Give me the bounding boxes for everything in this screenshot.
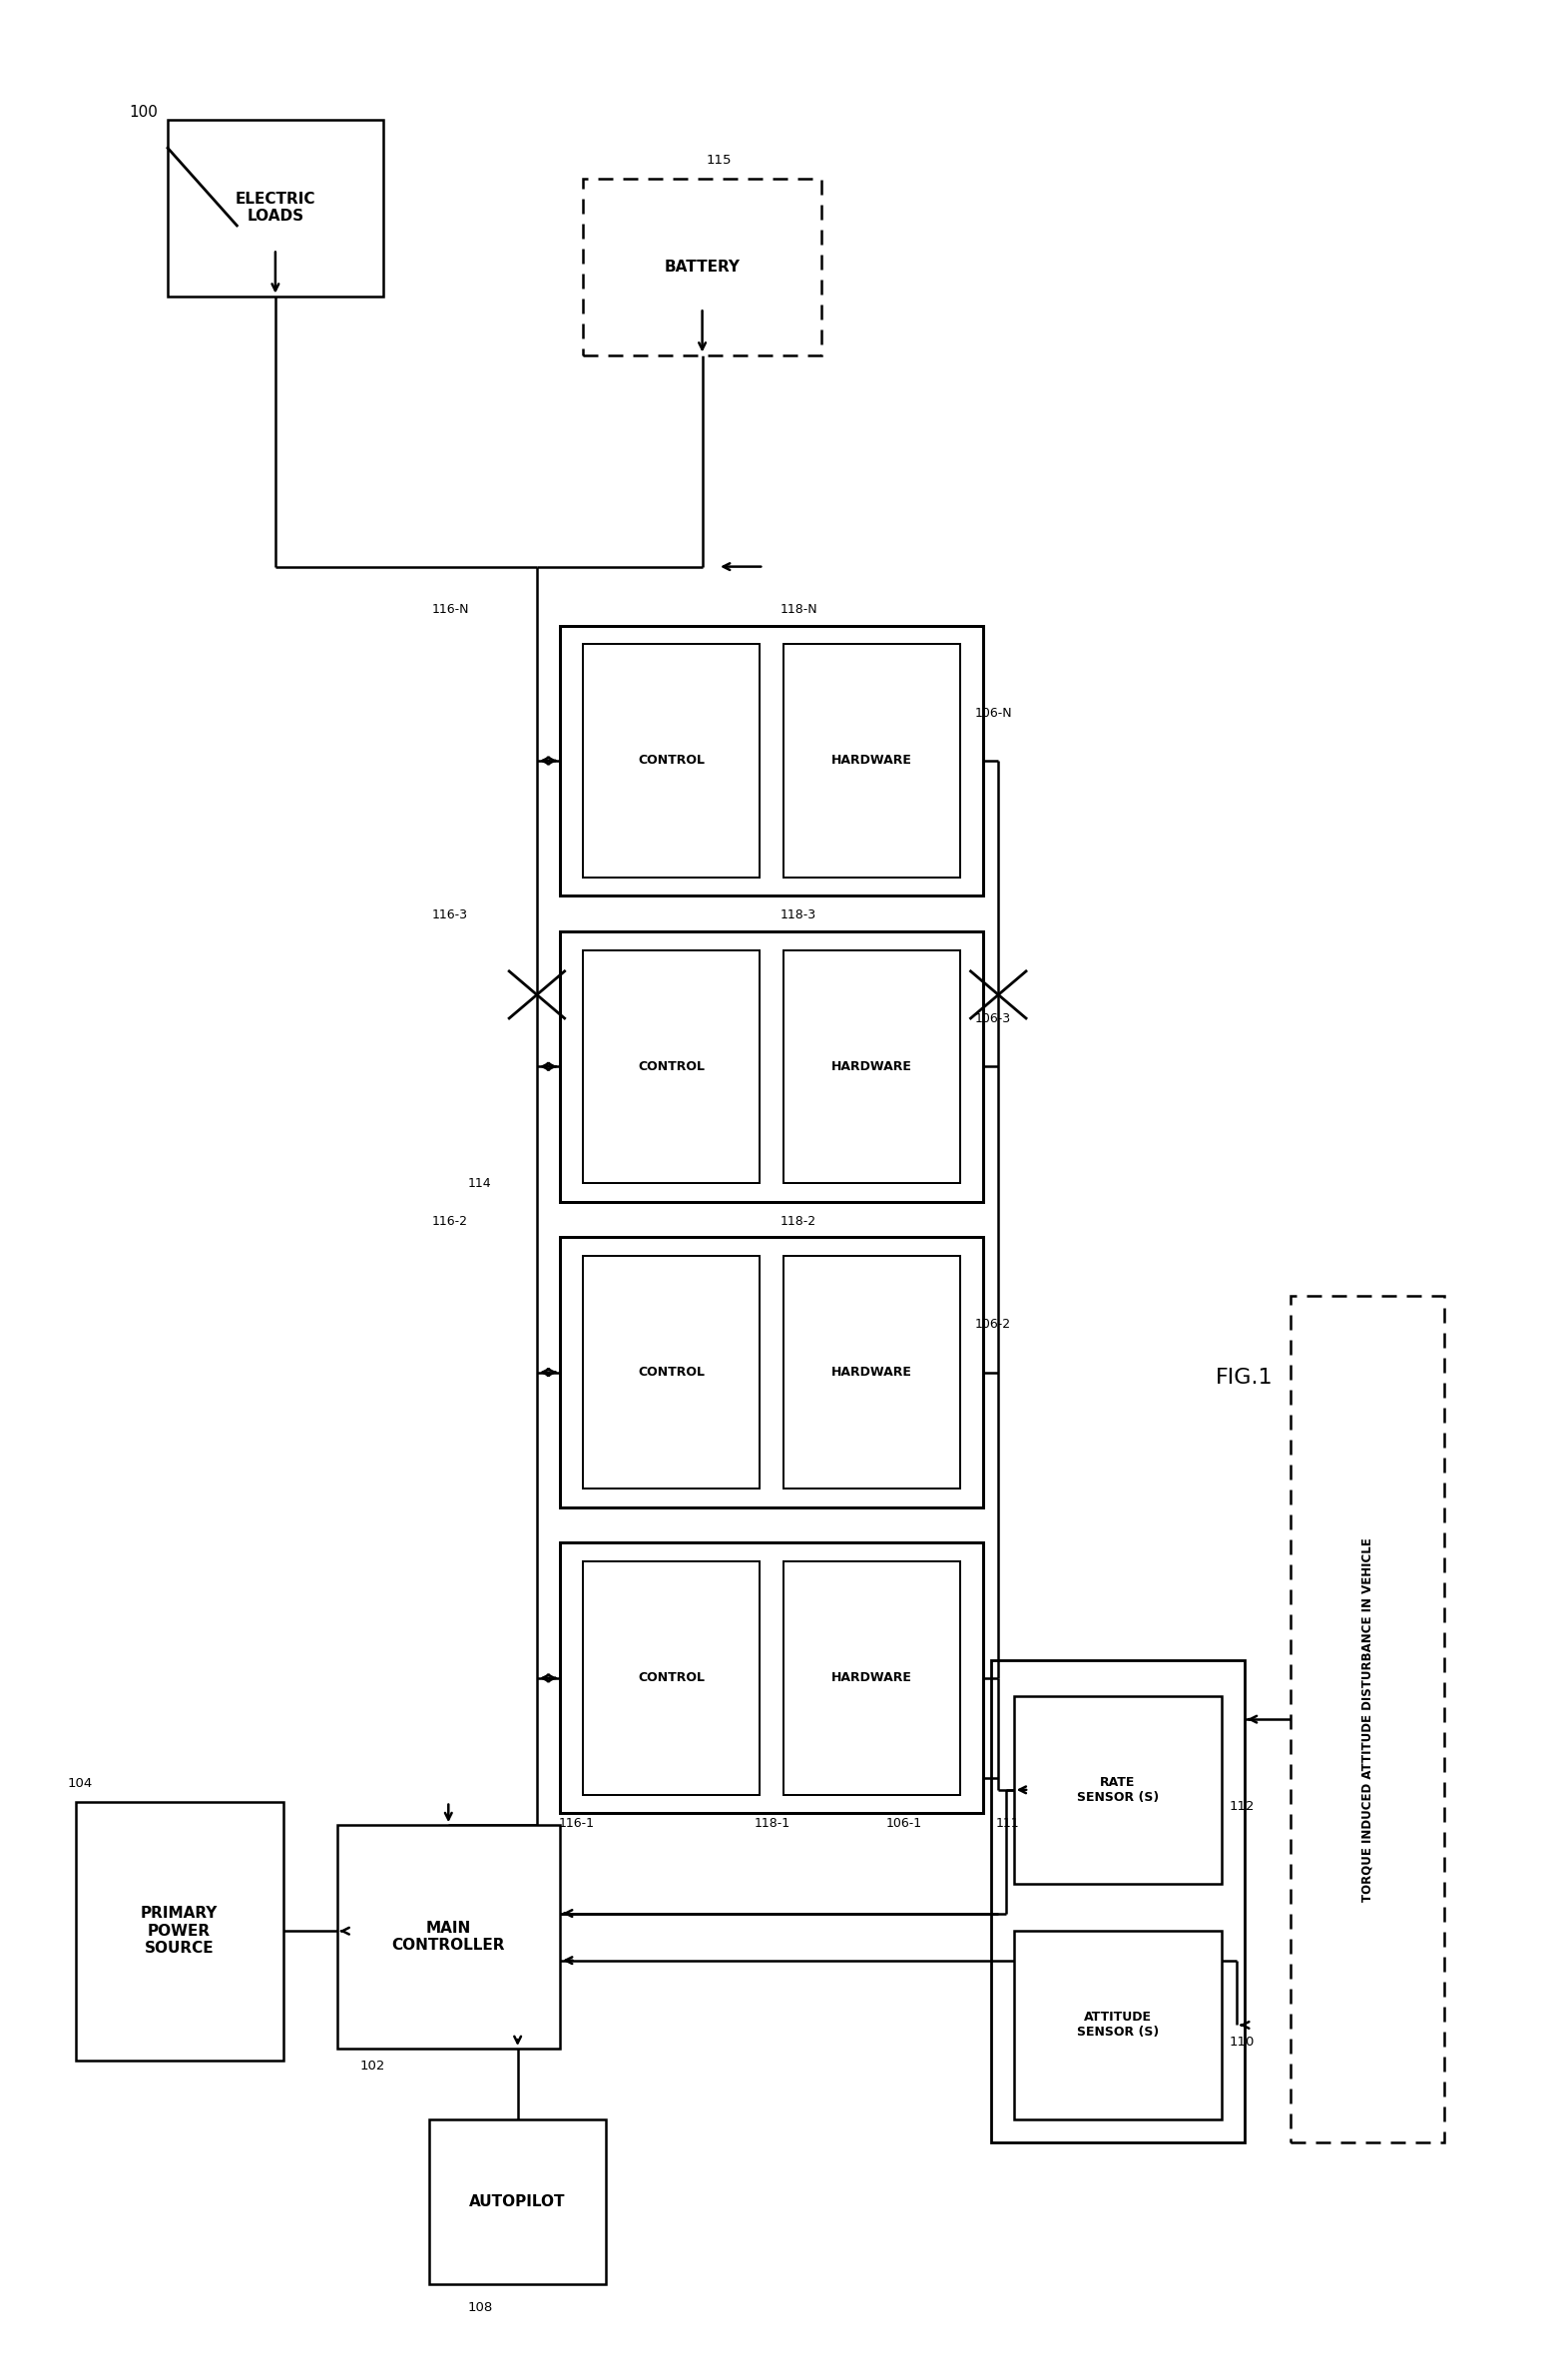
Text: 111: 111 (996, 1816, 1019, 1830)
Text: HARDWARE: HARDWARE (832, 754, 911, 766)
Bar (561, 1238, 983, 1507)
Text: ATTITUDE
SENSOR (S): ATTITUDE SENSOR (S) (1076, 2011, 1159, 2040)
Bar (583, 645, 760, 878)
Text: HARDWARE: HARDWARE (832, 1366, 911, 1378)
Text: 116-3: 116-3 (432, 909, 468, 921)
Text: AUTOPILOT: AUTOPILOT (470, 2194, 565, 2209)
Text: 116-N: 116-N (432, 602, 470, 616)
Text: FIG.1: FIG.1 (1215, 1368, 1273, 1388)
Text: MAIN
CONTROLLER: MAIN CONTROLLER (392, 1921, 506, 1954)
Bar (783, 645, 960, 878)
Text: 104: 104 (67, 1778, 92, 1790)
Text: CONTROL: CONTROL (637, 754, 705, 766)
Bar (583, 1257, 760, 1490)
Text: 118-1: 118-1 (753, 1816, 789, 1830)
Text: 102: 102 (360, 2059, 385, 2073)
Bar (583, 1561, 760, 1795)
Text: CONTROL: CONTROL (637, 1671, 705, 1685)
Text: BATTERY: BATTERY (664, 259, 741, 274)
Bar (783, 950, 960, 1183)
Text: 116-2: 116-2 (432, 1214, 468, 1228)
Text: 106-2: 106-2 (976, 1319, 1012, 1330)
Text: TORQUE INDUCED ATTITUDE DISTURBANCE IN VEHICLE: TORQUE INDUCED ATTITUDE DISTURBANCE IN V… (1361, 1537, 1373, 1902)
Text: 110: 110 (1229, 2035, 1254, 2049)
Text: CONTROL: CONTROL (637, 1059, 705, 1073)
Text: 108: 108 (468, 2301, 493, 2313)
Text: 112: 112 (1229, 1799, 1254, 1814)
Bar (561, 626, 983, 895)
Text: HARDWARE: HARDWARE (832, 1366, 911, 1378)
Bar (783, 1561, 960, 1795)
Bar (783, 1257, 960, 1490)
Text: CONTROL: CONTROL (637, 1059, 705, 1073)
Text: HARDWARE: HARDWARE (832, 1059, 911, 1073)
Bar (1013, 1930, 1221, 2118)
Bar (783, 950, 960, 1183)
Bar (583, 178, 822, 355)
Bar (991, 1661, 1245, 2142)
Bar (337, 1825, 561, 2049)
Bar (583, 950, 760, 1183)
Bar (561, 1238, 983, 1507)
Text: CONTROL: CONTROL (637, 1366, 705, 1378)
Text: 115: 115 (706, 155, 731, 167)
Text: 118-3: 118-3 (780, 909, 816, 921)
Bar (168, 119, 384, 295)
Text: 106-N: 106-N (976, 707, 1013, 719)
Text: HARDWARE: HARDWARE (832, 1059, 911, 1073)
Bar (561, 1542, 983, 1814)
Bar (561, 931, 983, 1202)
Bar (783, 1561, 960, 1795)
Bar (583, 1257, 760, 1490)
Bar (583, 950, 760, 1183)
Text: 106-3: 106-3 (976, 1011, 1012, 1026)
Text: 116-1: 116-1 (559, 1816, 595, 1830)
Text: ELECTRIC
LOADS: ELECTRIC LOADS (235, 193, 315, 224)
Text: 100: 100 (130, 105, 158, 119)
Text: 114: 114 (468, 1178, 492, 1190)
Text: HARDWARE: HARDWARE (832, 754, 911, 766)
Bar (561, 1542, 983, 1814)
Bar (583, 1561, 760, 1795)
Bar (783, 1257, 960, 1490)
Bar (429, 2118, 606, 2285)
Bar (75, 1802, 283, 2061)
Text: CONTROL: CONTROL (637, 1671, 705, 1685)
Bar (783, 645, 960, 878)
Text: 118-N: 118-N (780, 602, 817, 616)
Text: PRIMARY
POWER
SOURCE: PRIMARY POWER SOURCE (141, 1906, 218, 1956)
Text: CONTROL: CONTROL (637, 1366, 705, 1378)
Text: HARDWARE: HARDWARE (832, 1671, 911, 1685)
Text: 106-1: 106-1 (886, 1816, 922, 1830)
Bar (561, 931, 983, 1202)
Bar (561, 626, 983, 895)
Bar (583, 645, 760, 878)
Text: CONTROL: CONTROL (637, 754, 705, 766)
Text: RATE
SENSOR (S): RATE SENSOR (S) (1076, 1775, 1159, 1804)
Bar (1013, 1695, 1221, 1885)
Bar (1290, 1295, 1444, 2142)
Text: 118-2: 118-2 (780, 1214, 816, 1228)
Text: HARDWARE: HARDWARE (832, 1671, 911, 1685)
